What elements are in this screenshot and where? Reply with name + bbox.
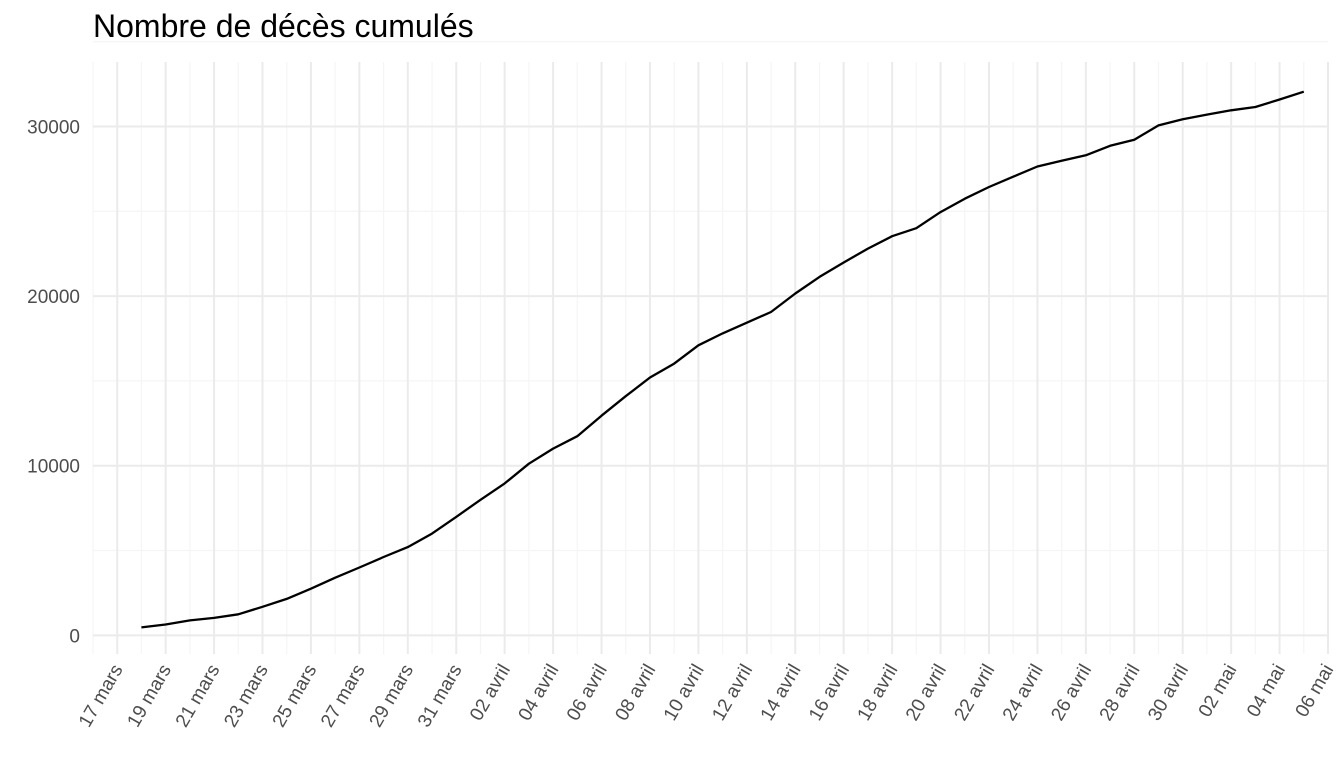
y-tick-label: 10000 xyxy=(27,457,80,478)
x-tick-label: 02 mai xyxy=(1195,661,1242,721)
x-tick-label: 30 avril xyxy=(1144,661,1193,725)
x-tick-label: 04 mai xyxy=(1243,661,1290,721)
y-tick-label: 30000 xyxy=(27,117,80,138)
grid xyxy=(92,41,1329,654)
x-tick-label: 20 avril xyxy=(902,661,951,725)
x-tick-label: 17 mars xyxy=(75,661,128,731)
x-tick-label: 12 avril xyxy=(708,661,757,725)
x-tick-label: 19 mars xyxy=(123,661,176,731)
y-tick-label: 20000 xyxy=(27,287,80,308)
x-tick-label: 18 avril xyxy=(854,661,903,725)
x-tick-label: 27 mars xyxy=(317,661,370,731)
x-tick-label: 29 mars xyxy=(366,661,419,731)
x-tick-label: 02 avril xyxy=(466,661,515,725)
x-tick-label: 22 avril xyxy=(950,661,999,725)
y-axis-ticks: 0 10000 20000 30000 xyxy=(27,117,80,647)
x-tick-label: 10 avril xyxy=(660,661,709,725)
x-tick-label: 25 mars xyxy=(269,661,322,731)
x-tick-label: 06 mai xyxy=(1292,661,1339,721)
x-tick-label: 06 avril xyxy=(563,661,612,725)
x-tick-label: 04 avril xyxy=(515,661,564,725)
chart-title: Nombre de décès cumulés xyxy=(93,8,474,44)
x-tick-label: 16 avril xyxy=(805,661,854,725)
series-layer xyxy=(141,90,1305,629)
x-tick-label: 31 mars xyxy=(414,661,467,731)
x-tick-label: 21 mars xyxy=(172,661,225,731)
x-tick-label: 14 avril xyxy=(757,661,806,725)
y-tick-label: 0 xyxy=(69,626,80,647)
x-tick-label: 28 avril xyxy=(1096,661,1145,725)
x-tick-label: 08 avril xyxy=(611,661,660,725)
x-tick-label: 24 avril xyxy=(999,661,1048,725)
x-tick-label: 26 avril xyxy=(1047,661,1096,725)
x-tick-label: 23 mars xyxy=(220,661,273,731)
series-line xyxy=(141,90,1305,629)
